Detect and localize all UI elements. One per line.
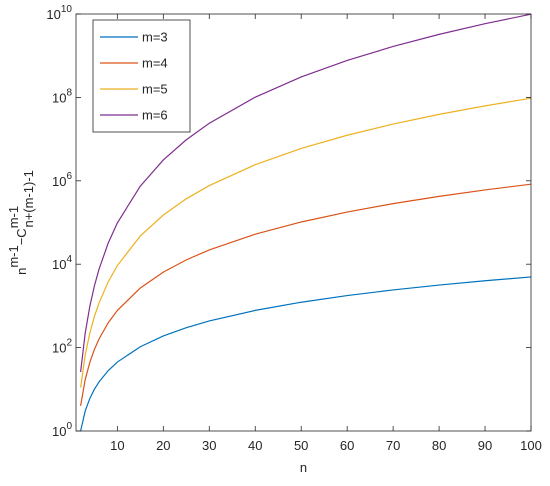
x-axis-label: n: [300, 460, 307, 475]
x-tick-label: 40: [248, 438, 262, 453]
x-tick-label: 100: [520, 438, 542, 453]
series-line: [80, 183, 532, 406]
y-tick-base: 10: [52, 341, 66, 356]
y-axis-label: nm-1−Cm-1n+(m-1)-1: [6, 170, 36, 275]
legend-label: m=3: [142, 30, 168, 45]
y-tick-label: 106: [52, 171, 72, 189]
y-tick-base: 10: [52, 257, 66, 272]
y-label-sup2: m-1: [6, 206, 21, 228]
y-tick-exponent: 0: [66, 421, 72, 432]
y-tick-base: 10: [52, 424, 66, 439]
y-label-sup: m-1: [6, 245, 21, 267]
y-tick-label: 104: [52, 254, 72, 272]
x-tick-label: 80: [432, 438, 446, 453]
x-tick-label: 30: [202, 438, 216, 453]
y-label-op: −C: [14, 228, 29, 245]
legend-label: m=6: [142, 108, 168, 123]
x-tick-label: 10: [110, 438, 124, 453]
y-tick-exponent: 4: [66, 254, 72, 265]
y-tick-exponent: 8: [66, 87, 72, 98]
y-tick-exponent: 10: [61, 4, 73, 15]
y-tick-label: 100: [52, 421, 72, 439]
x-tick-label: 50: [294, 438, 308, 453]
series-line: [80, 276, 532, 432]
plot-frame: [75, 13, 532, 432]
y-tick-label: 1010: [46, 4, 72, 22]
series-line: [80, 13, 532, 373]
series-line: [80, 97, 532, 388]
x-tick-label: 90: [478, 438, 492, 453]
x-tick-label: 60: [340, 438, 354, 453]
x-tick-label: 20: [156, 438, 170, 453]
legend-label: m=5: [142, 82, 168, 97]
y-tick-exponent: 2: [66, 338, 72, 349]
y-label-sub: n+(m-1)-1: [21, 170, 36, 227]
legend-box: [92, 19, 191, 133]
y-tick-base: 10: [52, 90, 66, 105]
x-tick-label: 70: [386, 438, 400, 453]
y-tick-base: 10: [52, 174, 66, 189]
legend-label: m=4: [142, 56, 168, 71]
y-label-base: n: [14, 268, 29, 275]
y-tick-label: 102: [52, 338, 72, 356]
y-tick-label: 108: [52, 87, 72, 105]
y-tick-base: 10: [46, 7, 60, 22]
y-tick-exponent: 6: [66, 171, 72, 182]
